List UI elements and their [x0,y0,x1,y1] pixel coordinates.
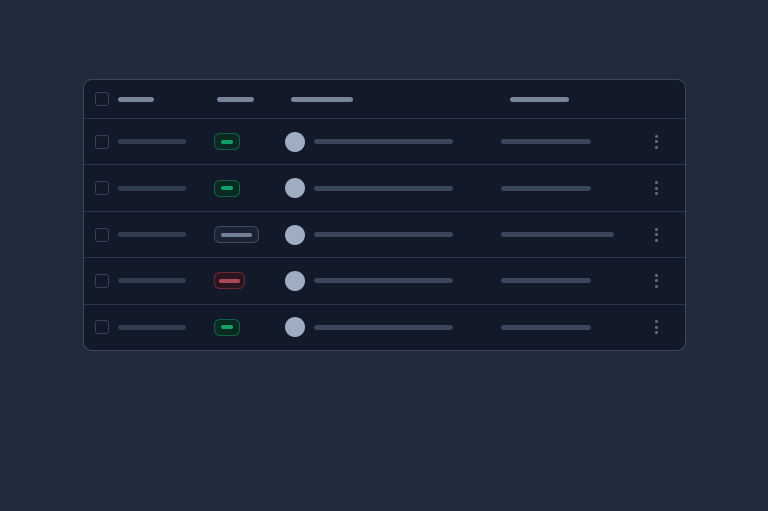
kebab-menu-icon[interactable] [654,134,658,149]
status-badge-red [213,272,245,290]
avatar [284,270,305,291]
row-checkbox[interactable] [94,181,109,196]
name-placeholder-bar [117,185,186,191]
status-badge-gray [213,226,259,244]
table-row[interactable] [83,257,685,303]
data-table-card [82,79,686,351]
table-row[interactable] [83,303,685,350]
header-bar-name [117,96,154,102]
header-bar-status [216,96,254,102]
status-badge-label-bar [220,139,233,144]
value-placeholder-bar [500,185,591,191]
row-checkbox[interactable] [94,273,109,288]
status-badge-green [213,318,240,336]
select-all-checkbox[interactable] [94,92,109,106]
member-placeholder-bar [313,324,453,330]
avatar [284,317,305,338]
table-body [83,118,685,350]
member-placeholder-bar [313,139,453,145]
status-badge-green [213,133,240,151]
member-placeholder-bar [313,232,453,238]
table-row[interactable] [83,118,685,164]
table-row[interactable] [83,210,685,257]
status-badge-green [213,179,240,197]
table-header-row [84,80,685,118]
name-placeholder-bar [117,278,186,284]
member-placeholder-bar [313,278,453,284]
avatar [284,178,305,199]
row-checkbox[interactable] [94,134,109,149]
name-placeholder-bar [117,324,186,330]
status-badge-label-bar [220,186,233,191]
kebab-menu-icon[interactable] [654,320,658,335]
header-bar-member [290,96,353,102]
avatar [284,131,305,152]
name-placeholder-bar [117,139,186,145]
value-placeholder-bar [500,278,591,284]
value-placeholder-bar [500,324,591,330]
value-placeholder-bar [500,139,591,145]
status-badge-label-bar [220,232,252,237]
table-row[interactable] [83,164,685,210]
row-checkbox[interactable] [94,320,109,335]
status-badge-label-bar [220,325,233,330]
name-placeholder-bar [117,232,186,238]
value-placeholder-bar [500,232,614,238]
avatar [284,224,305,245]
member-placeholder-bar [313,185,453,191]
kebab-menu-icon[interactable] [654,227,658,242]
status-badge-label-bar [218,278,240,283]
kebab-menu-icon[interactable] [654,181,658,196]
row-checkbox[interactable] [94,227,109,242]
page-background [0,79,768,511]
kebab-menu-icon[interactable] [654,273,658,288]
header-bar-value [509,96,569,102]
